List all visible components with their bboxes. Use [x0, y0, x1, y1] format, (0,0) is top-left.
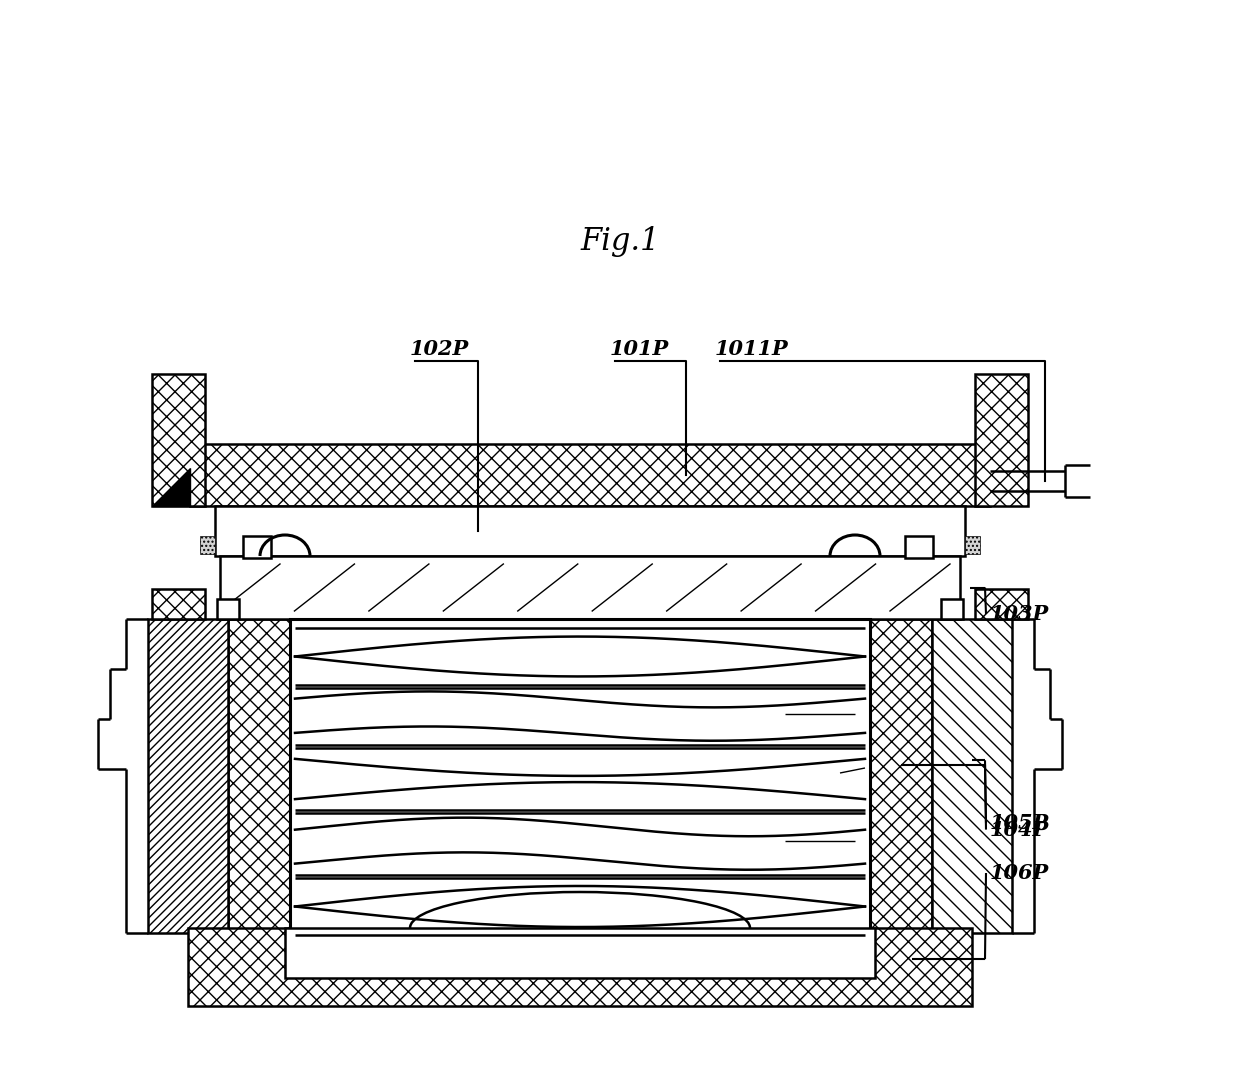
Bar	[975, 374, 1028, 506]
Text: 106P: 106P	[990, 863, 1049, 883]
Bar	[905, 536, 932, 558]
Polygon shape	[1012, 619, 1061, 933]
Bar	[975, 589, 1028, 619]
Text: 102P: 102P	[410, 339, 469, 359]
Bar	[941, 599, 963, 619]
Bar	[217, 599, 239, 619]
Bar	[188, 928, 972, 1006]
Bar	[243, 536, 272, 558]
Text: 105P: 105P	[990, 813, 1049, 834]
Bar	[153, 589, 205, 619]
Bar	[219, 556, 960, 619]
Text: 101P: 101P	[610, 339, 670, 359]
Bar	[870, 619, 932, 943]
Bar	[285, 928, 875, 978]
Bar	[190, 444, 990, 506]
Bar	[153, 374, 205, 506]
Bar	[965, 536, 980, 554]
Text: 104P: 104P	[990, 819, 1049, 840]
Text: Fig.1: Fig.1	[580, 226, 660, 256]
Polygon shape	[153, 468, 190, 506]
Text: 1011P: 1011P	[715, 339, 789, 359]
Text: 103P: 103P	[990, 604, 1049, 624]
Bar	[200, 536, 215, 554]
Bar	[148, 619, 228, 933]
Bar	[228, 619, 290, 943]
Bar	[932, 619, 1012, 933]
Bar	[290, 619, 870, 943]
Bar	[215, 506, 965, 556]
